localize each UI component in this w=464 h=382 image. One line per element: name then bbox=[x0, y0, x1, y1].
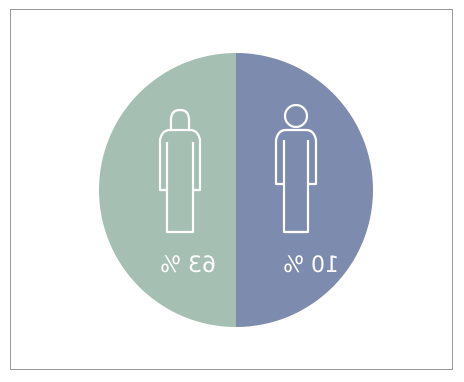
pie-slice-label-right: 10 % bbox=[283, 253, 339, 278]
person-icon-left bbox=[158, 108, 202, 234]
pie-slice-label-left: 63 % bbox=[160, 253, 216, 278]
pie-slice-right bbox=[236, 53, 373, 327]
person-icon-right bbox=[274, 103, 318, 234]
